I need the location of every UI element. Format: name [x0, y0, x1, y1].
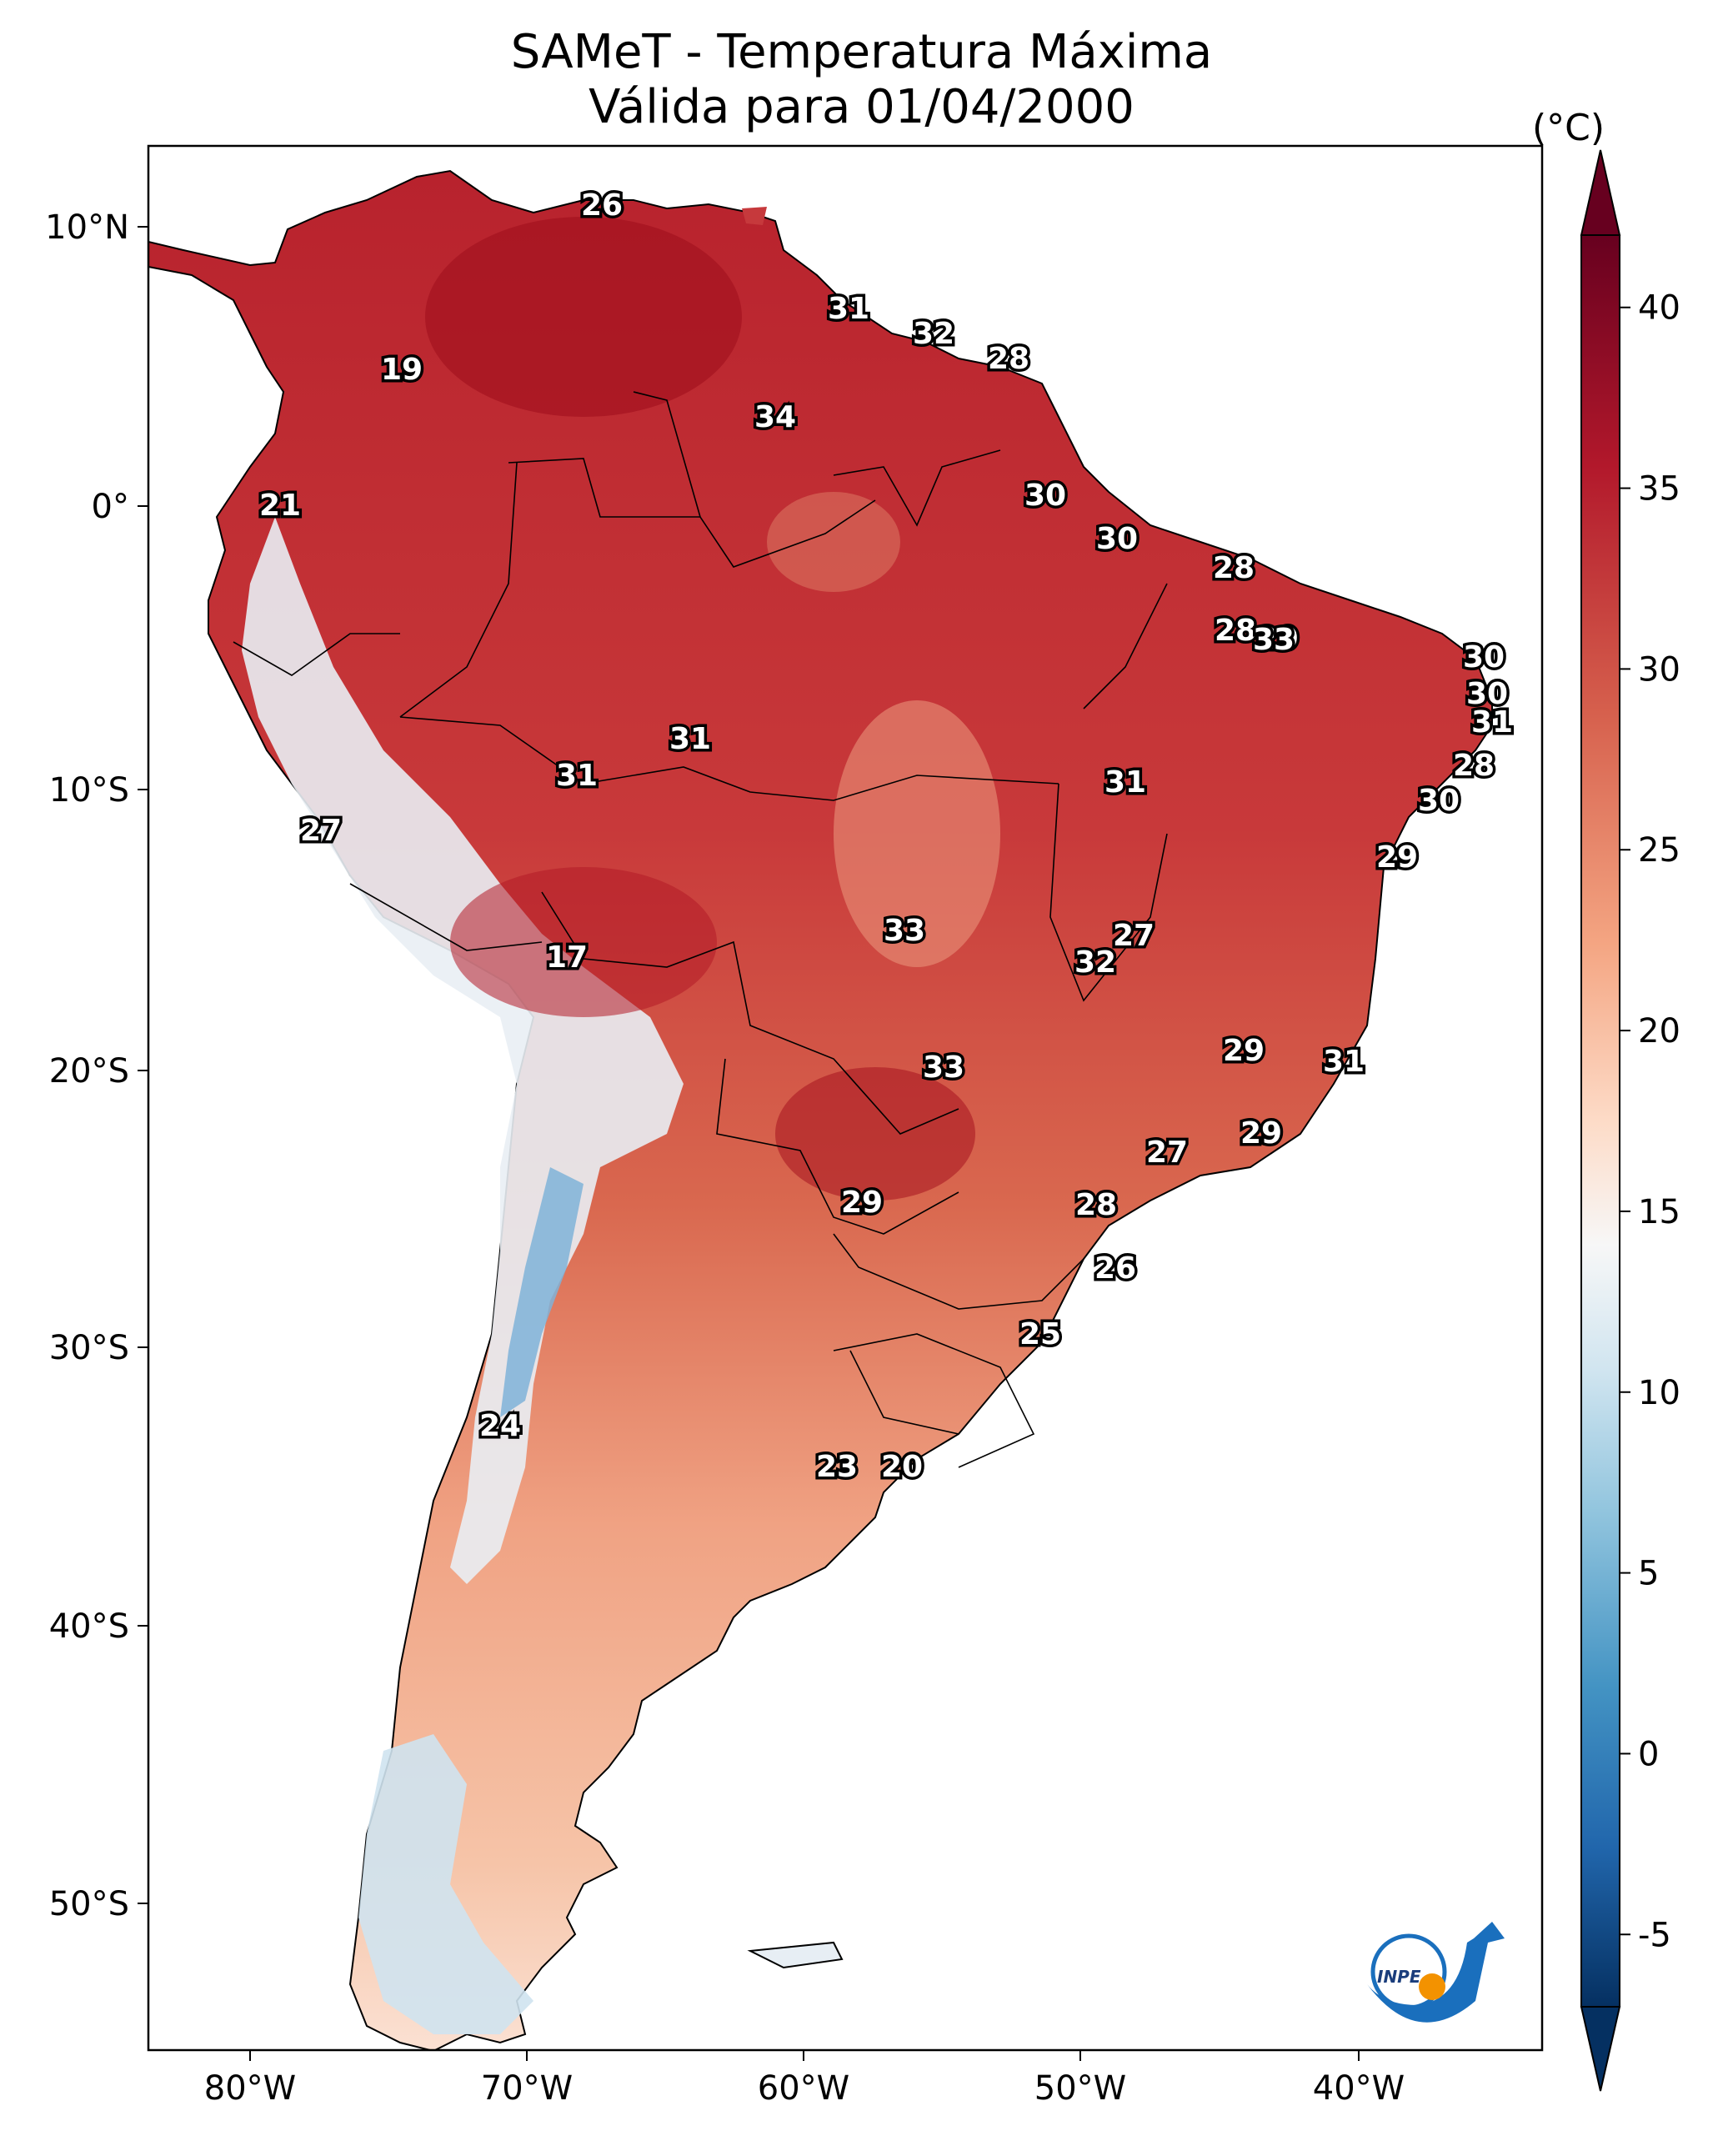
logo-arrow [1367, 1922, 1505, 2023]
temperature-label: 33 [923, 1050, 964, 1085]
temperature-label: 28 [1453, 749, 1495, 783]
hot-core-bolivia [450, 867, 717, 1017]
colorbar-tick-label: 5 [1638, 1555, 1659, 1593]
temperature-label: 30 [1096, 522, 1138, 556]
temperature-label: 32 [1074, 945, 1116, 980]
temperature-label: 27 [1113, 919, 1155, 953]
island-malvinas [747, 1941, 844, 1969]
lat-tick-label: 40°S [49, 1607, 129, 1646]
temperature-label: 32 [913, 317, 954, 351]
colorbar: 40 35 30 25 20 15 10 5 0 -5 [1580, 149, 1680, 2092]
lon-tick-label: 40°W [1313, 2069, 1405, 2108]
temperature-label: 28 [1075, 1188, 1117, 1222]
lon-tick-label: 70°W [481, 2069, 573, 2108]
temperature-label: 29 [1257, 622, 1299, 656]
colorbar-gradient [1580, 234, 1620, 2008]
temperature-label: 31 [669, 722, 711, 756]
temperature-label: 20 [881, 1450, 923, 1484]
temperature-label: 28 [1213, 551, 1255, 585]
temperature-label: 33 [884, 914, 925, 948]
hot-core-north [425, 217, 742, 417]
temperature-label: 29 [1240, 1116, 1282, 1151]
temperature-label: 24 [479, 1409, 521, 1443]
colorbar-tick-label: 0 [1638, 1735, 1659, 1773]
lat-tick-label: 10°N [45, 208, 129, 247]
country-borders [233, 391, 1168, 1468]
lon-tick-label: 80°W [204, 2069, 296, 2108]
temperature-label: 31 [828, 292, 869, 326]
lon-tick-label: 60°W [758, 2069, 849, 2108]
lon-tick-label: 50°W [1034, 2069, 1126, 2108]
andes-cold-core [500, 1167, 584, 1417]
warm-core-amazon [767, 492, 900, 592]
lat-tick-label: 50°S [49, 1885, 129, 1923]
temperature-label: 31 [1471, 705, 1513, 740]
colorbar-tick-label: 30 [1638, 650, 1680, 689]
temperature-label: 30 [1466, 677, 1508, 711]
andes-cool-region [242, 517, 684, 1584]
lat-tick-label: 20°S [49, 1052, 129, 1091]
title-line-2: Válida para 01/04/2000 [589, 80, 1134, 134]
temperature-label: 29 [1223, 1034, 1265, 1068]
temperature-label: 26 [581, 188, 623, 223]
temperature-label: 33 [1253, 623, 1295, 657]
warm-core-central-brazil [834, 700, 1000, 967]
temperature-label: 31 [1104, 765, 1146, 800]
logo-text: INPE [1377, 1967, 1421, 1987]
lat-tick-label: 10°S [49, 771, 129, 810]
colorbar-tick-label: 15 [1638, 1193, 1680, 1231]
temperature-label: 28 [1215, 614, 1256, 648]
lat-tick-label: 0° [92, 488, 129, 526]
colorbar-tick-label: 40 [1638, 289, 1680, 328]
colorbar-tick-label: 35 [1638, 470, 1680, 509]
temperature-label: 30 [1463, 640, 1505, 674]
temperature-label: 31 [1323, 1045, 1365, 1079]
temperature-label: 27 [300, 814, 342, 848]
temperature-label: 29 [841, 1186, 883, 1220]
temperature-field [148, 169, 1493, 2050]
longitude-ticks: 80°W 70°W 60°W 50°W 40°W [204, 2050, 1405, 2108]
temperature-label: 31 [556, 759, 598, 793]
colorbar-tick-label: 25 [1638, 831, 1680, 870]
island-trinidad [742, 207, 767, 225]
hot-core-paraguay [775, 1067, 975, 1201]
patagonia-cool-region [358, 1734, 533, 2034]
temperature-label: 30 [1418, 784, 1460, 818]
colorbar-ticks: 40 35 30 25 20 15 10 5 0 -5 [1620, 289, 1680, 1954]
latitude-ticks: 10°N 0° 10°S 20°S 30°S 40°S 50°S [45, 208, 148, 1923]
colorbar-unit: (°C) [1532, 107, 1605, 149]
inpe-logo: INPE [1367, 1922, 1505, 2023]
chart-title: SAMeT - Temperatura Máxima Válida para 0… [0, 25, 1723, 135]
temperature-label: 25 [1019, 1317, 1061, 1351]
title-line-1: SAMeT - Temperatura Máxima [510, 25, 1213, 79]
logo-dot [1419, 1973, 1445, 2000]
temperature-label: 28 [988, 342, 1029, 376]
temperature-label: 17 [546, 940, 588, 975]
temperature-label: 26 [1094, 1251, 1136, 1286]
colorbar-tick-label: -5 [1638, 1916, 1671, 1954]
temperature-label: 29 [1376, 840, 1418, 875]
temperature-label: 30 [1024, 479, 1066, 513]
map-frame [147, 144, 1544, 2052]
colorbar-tick-label: 10 [1638, 1374, 1680, 1412]
colorbar-max-arrow [1580, 149, 1621, 236]
colorbar-tick-label: 20 [1638, 1012, 1680, 1050]
colorbar-min-arrow [1580, 2006, 1621, 2092]
temperature-label: 23 [816, 1450, 858, 1484]
temperature-label: 27 [1146, 1136, 1188, 1170]
temperature-label: 21 [259, 489, 301, 523]
temperature-label: 19 [381, 353, 423, 387]
lat-tick-label: 30°S [49, 1329, 129, 1367]
temperature-label: 34 [754, 400, 796, 434]
